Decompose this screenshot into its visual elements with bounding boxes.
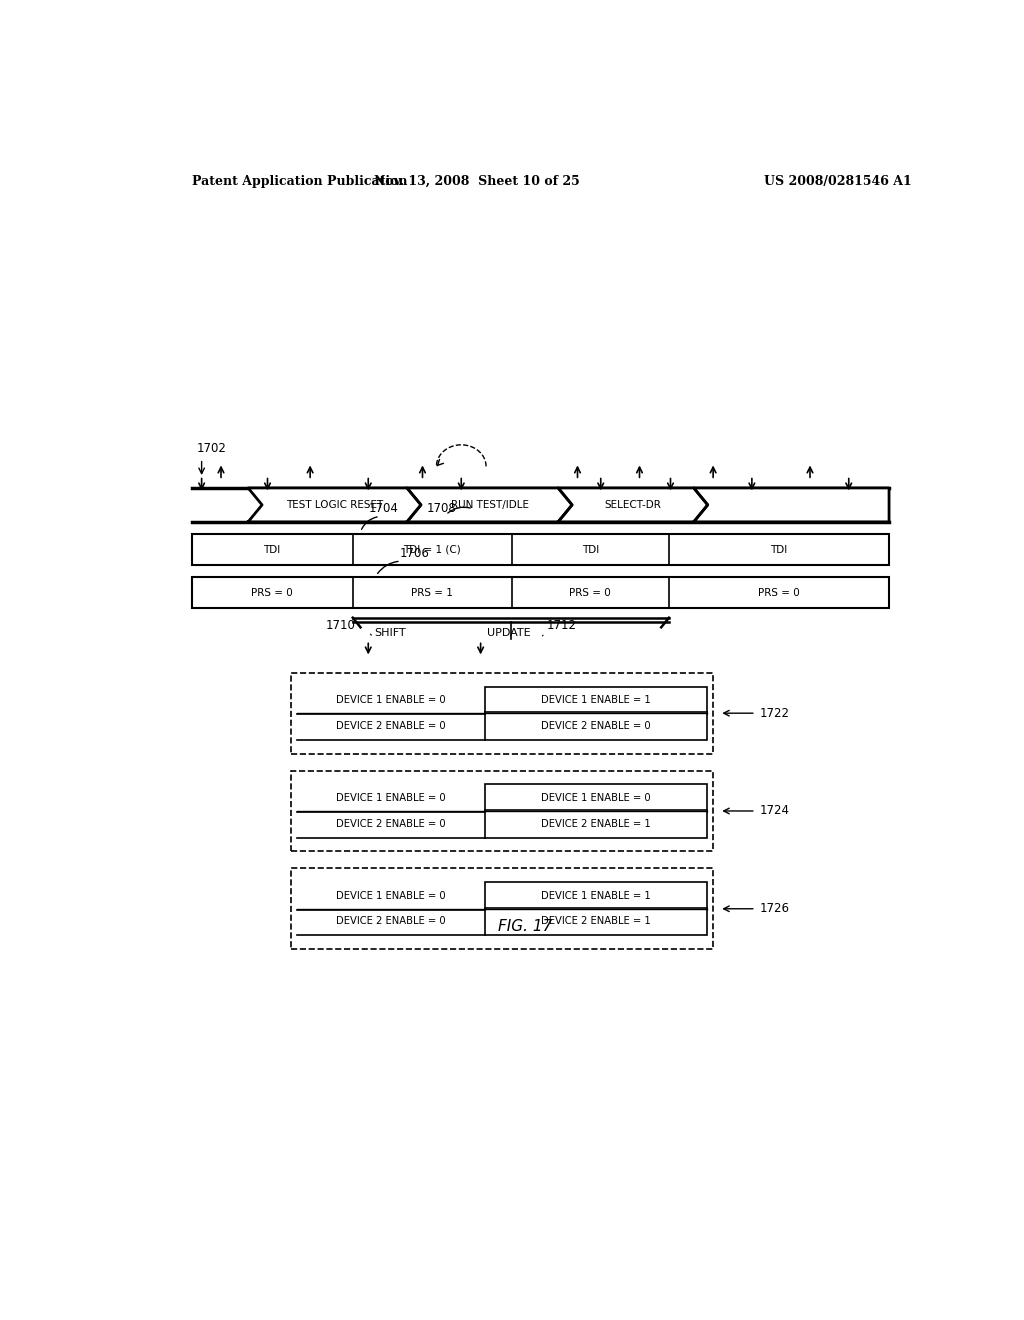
Text: 1704: 1704 [369, 502, 398, 515]
Text: TDI = 1 (C): TDI = 1 (C) [403, 545, 461, 554]
Text: US 2008/0281546 A1: US 2008/0281546 A1 [764, 176, 911, 187]
Text: DEVICE 1 ENABLE = 1: DEVICE 1 ENABLE = 1 [541, 891, 650, 902]
Text: 1710: 1710 [326, 619, 355, 632]
Text: 1702: 1702 [197, 442, 226, 455]
Text: 1708: 1708 [426, 502, 456, 515]
Text: DEVICE 2 ENABLE = 1: DEVICE 2 ENABLE = 1 [541, 818, 650, 829]
FancyBboxPatch shape [484, 810, 707, 838]
Text: TDI: TDI [263, 545, 281, 554]
FancyBboxPatch shape [484, 908, 707, 936]
FancyBboxPatch shape [291, 869, 713, 949]
FancyBboxPatch shape [191, 535, 889, 565]
Text: TDI: TDI [582, 545, 599, 554]
Text: PRS = 0: PRS = 0 [569, 587, 611, 598]
FancyBboxPatch shape [484, 784, 707, 812]
Text: Patent Application Publication: Patent Application Publication [191, 176, 408, 187]
Text: 1706: 1706 [399, 548, 429, 561]
Polygon shape [407, 488, 572, 521]
Text: PRS = 1: PRS = 1 [412, 587, 454, 598]
Text: DEVICE 2 ENABLE = 0: DEVICE 2 ENABLE = 0 [336, 818, 445, 829]
Text: DEVICE 1 ENABLE = 0: DEVICE 1 ENABLE = 0 [336, 891, 445, 902]
Text: 1722: 1722 [760, 706, 790, 719]
Text: DEVICE 1 ENABLE = 0: DEVICE 1 ENABLE = 0 [336, 696, 445, 705]
Text: UPDATE: UPDATE [486, 628, 530, 638]
Text: 1724: 1724 [760, 804, 790, 817]
Text: TDI: TDI [770, 545, 787, 554]
Text: PRS = 0: PRS = 0 [251, 587, 293, 598]
Polygon shape [248, 488, 421, 521]
Text: DEVICE 2 ENABLE = 1: DEVICE 2 ENABLE = 1 [541, 916, 650, 927]
Text: SHIFT: SHIFT [375, 628, 407, 638]
FancyBboxPatch shape [484, 686, 707, 714]
Text: DEVICE 1 ENABLE = 1: DEVICE 1 ENABLE = 1 [541, 696, 650, 705]
Text: 1712: 1712 [547, 619, 577, 632]
Polygon shape [693, 488, 889, 521]
FancyBboxPatch shape [291, 771, 713, 851]
Text: DEVICE 2 ENABLE = 0: DEVICE 2 ENABLE = 0 [336, 916, 445, 927]
Text: RUN TEST/IDLE: RUN TEST/IDLE [451, 500, 528, 510]
Text: FIG. 17: FIG. 17 [498, 919, 552, 935]
FancyBboxPatch shape [291, 673, 713, 754]
Text: TEST LOGIC RESET: TEST LOGIC RESET [286, 500, 383, 510]
Text: DEVICE 2 ENABLE = 0: DEVICE 2 ENABLE = 0 [336, 721, 445, 731]
FancyBboxPatch shape [484, 711, 707, 739]
FancyBboxPatch shape [191, 577, 889, 609]
Polygon shape [558, 488, 708, 521]
Text: Nov. 13, 2008  Sheet 10 of 25: Nov. 13, 2008 Sheet 10 of 25 [374, 176, 580, 187]
FancyBboxPatch shape [484, 882, 707, 909]
Text: DEVICE 1 ENABLE = 0: DEVICE 1 ENABLE = 0 [336, 793, 445, 804]
Text: DEVICE 1 ENABLE = 0: DEVICE 1 ENABLE = 0 [541, 793, 650, 804]
Text: 1726: 1726 [760, 903, 790, 915]
Text: PRS = 0: PRS = 0 [758, 587, 800, 598]
Text: SELECT-DR: SELECT-DR [604, 500, 662, 510]
Text: DEVICE 2 ENABLE = 0: DEVICE 2 ENABLE = 0 [541, 721, 650, 731]
